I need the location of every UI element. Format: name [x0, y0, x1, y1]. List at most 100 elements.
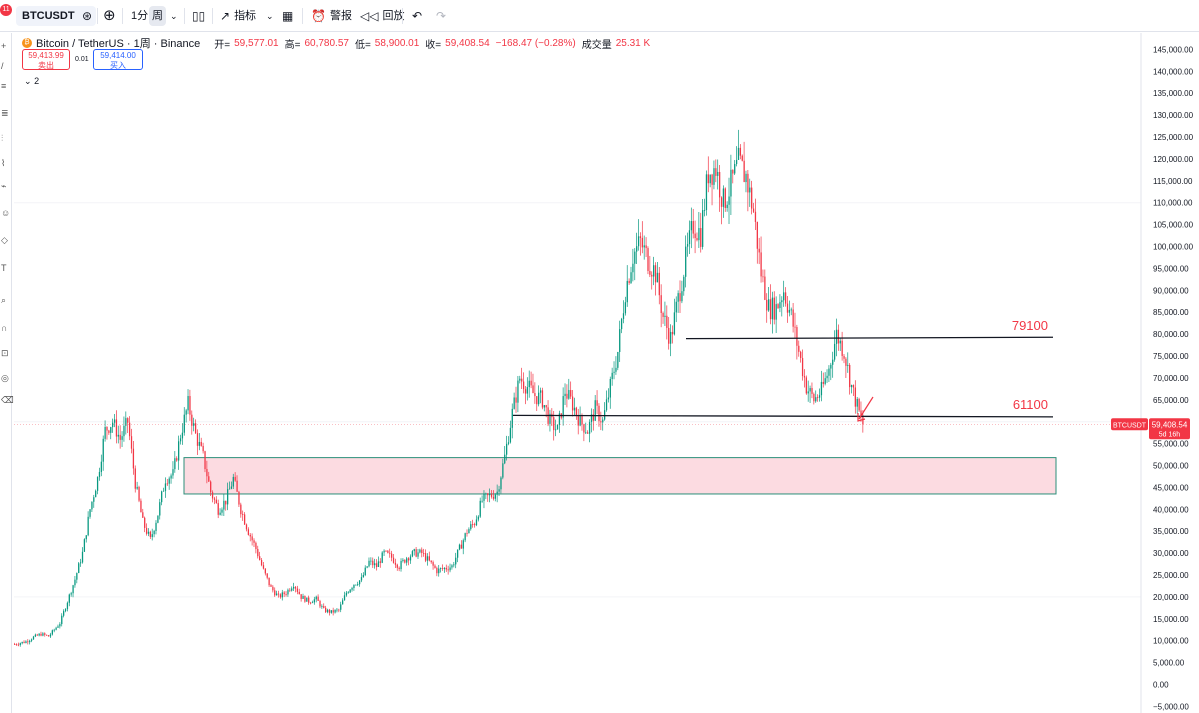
pattern-icon[interactable]: ⌇ — [1, 158, 6, 168]
horizontal-levels[interactable]: 79100 61100 — [512, 318, 1054, 418]
candle-body — [55, 627, 57, 630]
candle-body — [411, 551, 414, 557]
candle-body — [385, 550, 387, 552]
candle-body — [417, 552, 419, 557]
candle-body — [675, 301, 677, 313]
candle-body — [592, 414, 594, 421]
candle-body — [860, 410, 862, 416]
candle-body — [852, 385, 855, 388]
candle-body — [234, 476, 236, 481]
undo-icon[interactable]: ↶ — [412, 9, 423, 23]
candle-body — [700, 228, 702, 247]
candle-body — [253, 540, 255, 543]
visibility-icon[interactable]: ◎ — [1, 373, 9, 383]
candle-body — [539, 390, 542, 393]
candle-body — [319, 600, 321, 607]
candle-body — [51, 630, 53, 635]
candle-body — [579, 414, 581, 426]
price-tick-label: 85,000.00 — [1153, 308, 1189, 317]
candle-body — [93, 497, 95, 502]
interval-1m-button[interactable]: 1分 — [131, 10, 149, 22]
candle-body — [489, 494, 491, 496]
support-zone-rect[interactable] — [183, 457, 1057, 495]
price-tick-label: 75,000.00 — [1153, 352, 1189, 361]
text-icon[interactable]: T — [1, 263, 7, 273]
replay-button[interactable]: ◁◁ 回放 — [360, 6, 404, 26]
candle-body — [157, 515, 159, 523]
candle-body — [833, 343, 836, 360]
candle-body — [30, 639, 33, 641]
candle-body — [581, 414, 583, 425]
support-zone[interactable] — [183, 457, 1057, 495]
candle-body — [138, 486, 140, 501]
trash-icon[interactable]: ⌫ — [1, 395, 14, 405]
candle-body — [326, 609, 329, 613]
candle-body — [679, 293, 681, 302]
candle-body — [309, 602, 312, 604]
fib-icon[interactable]: ≣ — [1, 108, 9, 118]
candle-body — [554, 429, 557, 431]
candle-body — [392, 557, 395, 563]
zoom-icon[interactable]: ⌕ — [1, 295, 7, 305]
sell-button[interactable]: 59,413.99 卖出 — [22, 49, 70, 70]
candles-layer[interactable] — [14, 129, 864, 647]
symbol-search[interactable]: BTCUSDT — [16, 6, 96, 26]
candle-body — [15, 644, 18, 646]
candle-body — [415, 549, 417, 557]
candle-body — [722, 188, 725, 207]
candle-body — [78, 563, 80, 574]
candle-body — [801, 358, 804, 377]
buy-button[interactable]: 59,414.00 买入 — [93, 49, 143, 70]
add-symbol-icon[interactable]: ⊕ — [103, 7, 116, 24]
candle-body — [487, 493, 489, 496]
price-tick-label: 95,000.00 — [1153, 264, 1189, 273]
candle-style-icon[interactable]: ▯▯ — [192, 9, 206, 23]
candle-body — [387, 550, 389, 553]
indicators-dropdown-chevron-icon[interactable]: ⌄ — [266, 11, 274, 21]
indicators-toggle[interactable]: ⌄ 2 — [24, 76, 39, 87]
candle-body — [374, 563, 376, 566]
candle-body — [64, 609, 67, 612]
candle-body — [707, 174, 709, 184]
candle-body — [440, 568, 442, 569]
candle-body — [38, 633, 40, 636]
symbol-title[interactable]: Bitcoin / TetherUS · 1周 · Binance — [36, 38, 201, 50]
candle-body — [664, 315, 666, 317]
emoji-icon[interactable]: ☺ — [1, 208, 11, 218]
candle-body — [477, 516, 480, 520]
interval-1w-button[interactable]: 周 — [149, 6, 166, 26]
annotation-arrow[interactable] — [857, 396, 874, 422]
candle-body — [724, 188, 726, 208]
trend-line-icon[interactable]: / — [1, 61, 4, 71]
measure-icon[interactable]: ◇ — [1, 235, 8, 245]
level-line[interactable] — [512, 414, 1054, 418]
favorite-icon[interactable]: ⊛ — [82, 9, 93, 23]
candle-body — [89, 509, 91, 517]
candle-body — [170, 475, 172, 479]
candle-body — [588, 422, 591, 434]
brush-icon[interactable]: ⌁ — [1, 181, 7, 191]
layout-grid-icon[interactable]: ▦ — [282, 9, 294, 23]
candle-body — [315, 596, 317, 600]
interval-dropdown-chevron-icon[interactable]: ⌄ — [170, 11, 178, 21]
notification-badge[interactable]: 11 — [0, 4, 12, 16]
candle-body — [639, 236, 642, 238]
price-tick-label: 70,000.00 — [1153, 374, 1189, 383]
channel-icon[interactable]: ⫶ — [1, 133, 4, 143]
lock-icon[interactable]: ⊡ — [1, 348, 9, 358]
magnet-icon[interactable]: ∩ — [1, 323, 8, 333]
level-line[interactable] — [685, 336, 1054, 340]
candle-body — [264, 568, 267, 574]
lines-menu-icon[interactable]: ≡ — [1, 81, 7, 91]
alert-button[interactable]: ⏰ 警报 — [311, 6, 352, 26]
candle-body — [313, 599, 316, 603]
candle-body — [296, 588, 299, 592]
candle-body — [585, 432, 587, 434]
crosshair-icon[interactable]: + — [1, 41, 7, 51]
candle-body — [628, 280, 630, 283]
price-tick-label: 10,000.00 — [1153, 637, 1189, 646]
indicators-button[interactable]: ↗ 指标 — [220, 6, 256, 26]
redo-icon[interactable]: ↷ — [436, 9, 447, 23]
candle-body — [803, 376, 806, 378]
